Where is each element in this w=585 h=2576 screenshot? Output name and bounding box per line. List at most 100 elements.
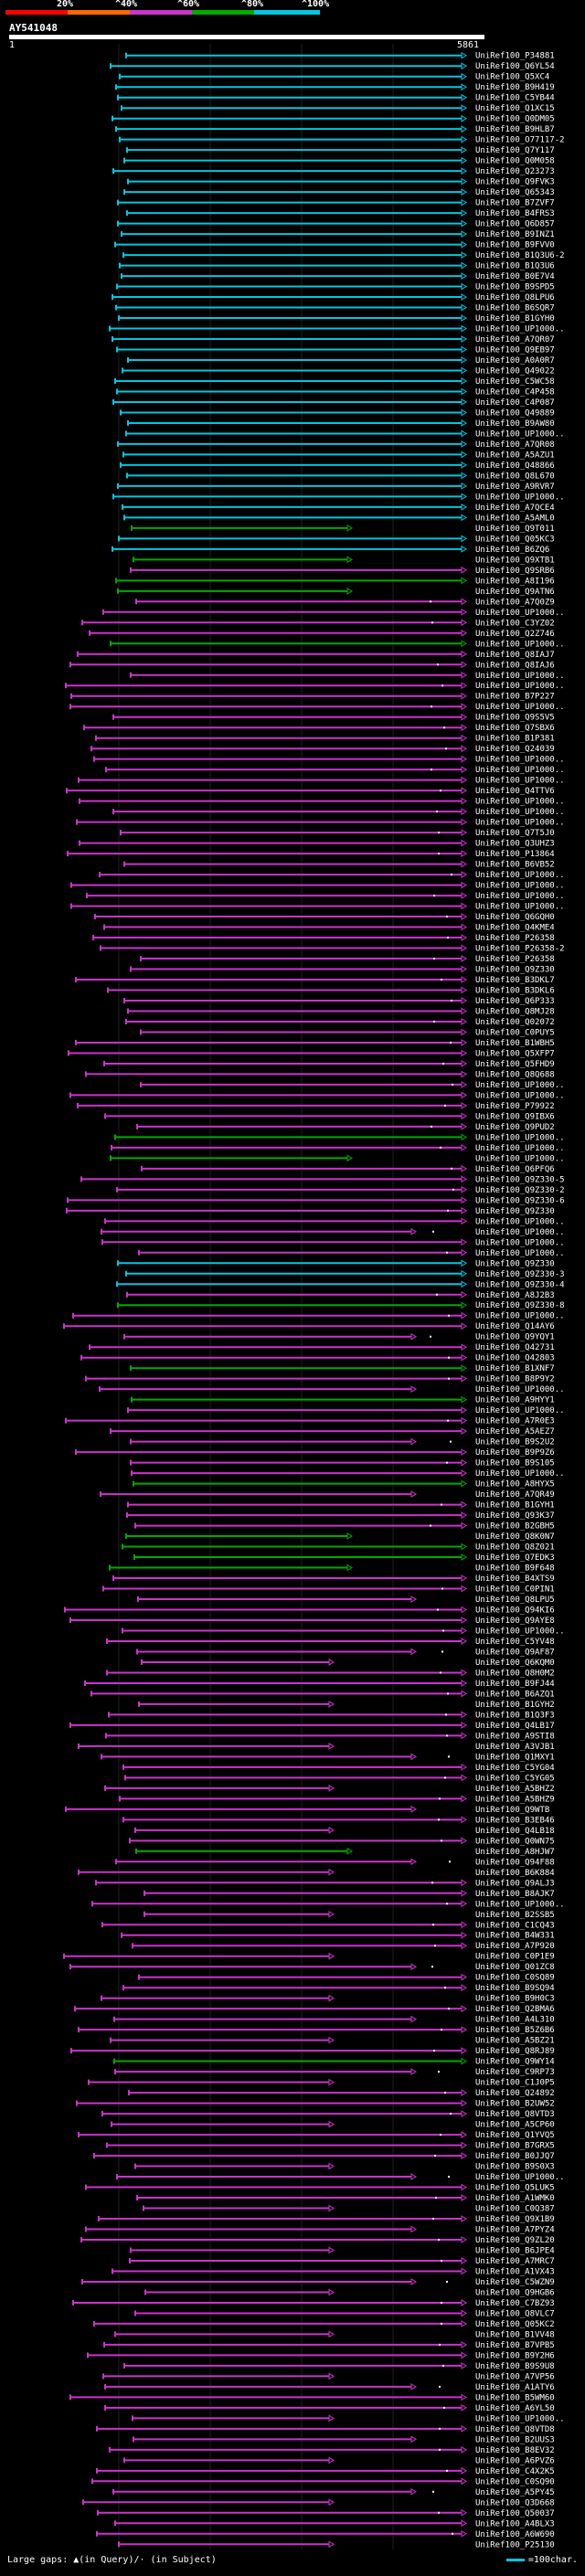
- hit-label: UniRef100_A1ATY6: [475, 2383, 555, 2392]
- hit-arrow: [461, 2005, 467, 2013]
- hit-arrow: [461, 2299, 467, 2306]
- hit-arrow: [461, 1732, 467, 1740]
- hit-label: UniRef100_B2UUS3: [475, 2435, 555, 2444]
- gap-marker: [448, 1755, 450, 1758]
- hit-label: UniRef100_B9FVV0: [475, 241, 555, 250]
- hit-label: UniRef100_Q48866: [475, 461, 555, 471]
- hit-arrow: [461, 1973, 467, 1981]
- hit-label: UniRef100_Q8L670: [475, 472, 555, 481]
- gap-marker: [440, 790, 441, 792]
- hit-arrow: [461, 535, 467, 543]
- hit-arrow: [461, 1774, 467, 1782]
- gap-marker: [443, 726, 445, 729]
- hit-label: UniRef100_UP1000..: [475, 1133, 565, 1142]
- gap-marker: [450, 1041, 452, 1044]
- hit-arrow: [328, 2078, 335, 2086]
- hit-arrow: [461, 545, 467, 553]
- hit-label: UniRef100_P26358: [475, 955, 555, 964]
- hit-label: UniRef100_A5AZU1: [475, 451, 555, 460]
- hit-arrow: [461, 640, 467, 648]
- hit-label: UniRef100_UP1000..: [475, 682, 565, 691]
- hit-arrow: [328, 2120, 335, 2128]
- gap-marker: [439, 2427, 441, 2430]
- hit-arrow: [461, 504, 467, 511]
- hit-label: UniRef100_Q23273: [475, 167, 555, 176]
- hit-arrow: [461, 1143, 467, 1151]
- gap-marker: [439, 2448, 441, 2451]
- scale-label-40: ^40%: [115, 0, 138, 9]
- hit-label: UniRef100_Q49889: [475, 408, 555, 418]
- hit-label: UniRef100_A5BZ21: [475, 2037, 555, 2046]
- hit-arrow: [461, 1795, 467, 1803]
- hit-label: UniRef100_B9S2U2: [475, 1438, 555, 1447]
- hit-arrow: [461, 1133, 467, 1141]
- hit-arrow: [461, 2047, 467, 2055]
- hit-label: UniRef100_Q5LUK5: [475, 2184, 555, 2193]
- gap-marker: [447, 937, 449, 939]
- hit-label: UniRef100_UP1000..: [475, 756, 565, 765]
- scale-segment-100: [254, 10, 320, 15]
- hit-label: UniRef100_A5AEZ7: [475, 1427, 555, 1436]
- hit-label: UniRef100_Q8K0N7: [475, 1532, 555, 1542]
- hit-arrow: [461, 944, 467, 952]
- hit-label: UniRef100_UP1000..: [475, 1406, 565, 1415]
- hit-arrow: [461, 986, 467, 994]
- hit-arrow: [461, 387, 467, 396]
- hit-arrow: [461, 1248, 467, 1256]
- hit-label: UniRef100_B6JPE4: [475, 2246, 555, 2255]
- legend: Large gaps: ▲(in Query)/· (in Subject) =…: [7, 2555, 578, 2568]
- hit-arrow: [461, 219, 467, 228]
- hit-label: UniRef100_Q9AYE8: [475, 1617, 555, 1626]
- hit-label: UniRef100_B3DKL7: [475, 976, 555, 985]
- gap-marker: [446, 1734, 448, 1737]
- hit-label: UniRef100_B7GRX5: [475, 2142, 555, 2151]
- hit-label: UniRef100_B6VB52: [475, 861, 555, 870]
- gap-marker: [441, 684, 443, 687]
- hit-arrow: [461, 1900, 467, 1908]
- hit-label: UniRef100_Q94F88: [475, 1858, 555, 1867]
- hit-arrow: [461, 429, 467, 438]
- hit-arrow: [410, 1963, 417, 1971]
- hit-arrow: [461, 2320, 467, 2327]
- hit-arrow: [461, 1311, 467, 1320]
- hit-label: UniRef100_B5Z6B6: [475, 2026, 555, 2035]
- hit-arrow: [461, 2477, 467, 2486]
- hit-arrow: [461, 240, 467, 249]
- hit-label: UniRef100_P34881: [475, 52, 555, 61]
- gap-marker: [440, 1146, 441, 1149]
- hit-arrow: [328, 1868, 335, 1876]
- hit-label: UniRef100_A8HYX5: [475, 1480, 555, 1489]
- hit-arrow: [346, 524, 353, 532]
- gap-marker: [434, 1945, 436, 1947]
- hit-arrow: [461, 461, 467, 469]
- hit-arrow: [461, 839, 467, 847]
- hit-label: UniRef100_B9H419: [475, 83, 555, 92]
- hit-label: UniRef100_P26358-2: [475, 945, 565, 954]
- gap-marker: [438, 2511, 440, 2514]
- hit-label: UniRef100_C5YG04: [475, 1764, 555, 1773]
- hit-label: UniRef100_UP1000..: [475, 609, 565, 618]
- hit-label: UniRef100_B9S9U8: [475, 2362, 555, 2371]
- query-start: 1: [9, 40, 16, 50]
- hit-label: UniRef100_Q9HGB6: [475, 2288, 555, 2297]
- hit-label: UniRef100_Q93K37: [475, 1511, 555, 1521]
- hit-arrow: [461, 881, 467, 889]
- hit-arrow: [461, 177, 467, 186]
- hit-label: UniRef100_Q9Z330-5: [475, 1175, 565, 1184]
- gap-marker: [444, 2092, 446, 2094]
- hit-label: UniRef100_B6K884: [475, 1869, 555, 1878]
- hit-label: UniRef100_Q9Z330: [475, 966, 555, 975]
- hit-label: UniRef100_Q6GQH0: [475, 913, 555, 922]
- hit-label: UniRef100_Q3UHZ3: [475, 840, 555, 849]
- gap-marker: [452, 2532, 453, 2535]
- hit-arrow: [461, 1395, 467, 1404]
- hit-label: UniRef100_A8J2B3: [475, 1291, 555, 1300]
- hit-label: UniRef100_B1GYH2: [475, 1701, 555, 1710]
- hit-arrow: [461, 650, 467, 658]
- gap-marker: [452, 1188, 454, 1191]
- gap-marker: [441, 2301, 442, 2304]
- hit-label: UniRef100_Q9WY14: [475, 2058, 555, 2067]
- gap-marker: [433, 895, 435, 897]
- gap-marker: [444, 1104, 446, 1107]
- hit-label: UniRef100_UP1000..: [475, 1154, 565, 1163]
